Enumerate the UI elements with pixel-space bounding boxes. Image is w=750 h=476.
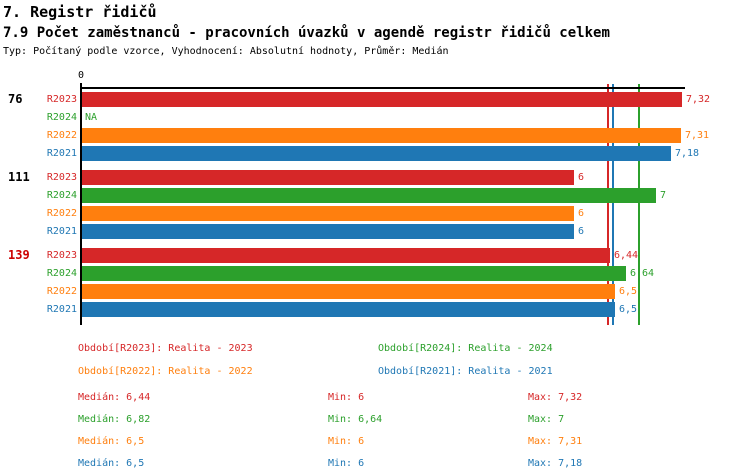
- stat-median-r2022: Medián: 6,5: [78, 436, 145, 447]
- stat-median-r2023: Medián: 6,44: [78, 392, 151, 403]
- value-label-r2024: 7: [660, 190, 667, 201]
- row-label-r2022: R2022: [46, 286, 77, 297]
- bar-r2022: [82, 206, 574, 221]
- value-label-r2021: 7,18: [675, 148, 700, 159]
- bar-r2023: [82, 92, 682, 107]
- stat-median-r2021: Medián: 6,5: [78, 458, 145, 469]
- bar-r2023: [82, 248, 610, 263]
- row-label-r2022: R2022: [46, 208, 77, 219]
- bar-r2021: [82, 224, 574, 239]
- y-axis-line: [80, 83, 82, 325]
- group-label-76: 76: [8, 92, 23, 106]
- row-label-r2022: R2022: [46, 130, 77, 141]
- bar-r2024: [82, 188, 656, 203]
- page-title: 7. Registr řidičů: [3, 3, 157, 21]
- value-label-r2023: 7,32: [686, 94, 711, 105]
- row-label-r2023: R2023: [46, 250, 77, 261]
- median-reference-line-r2021: [612, 84, 614, 325]
- bar-r2021: [82, 302, 615, 317]
- legend-item-r2022: Období[R2022]: Realita - 2022: [78, 366, 253, 377]
- stat-min-r2022: Min: 6: [328, 436, 365, 447]
- legend-item-r2021: Období[R2021]: Realita - 2021: [378, 366, 553, 377]
- row-label-r2021: R2021: [46, 304, 77, 315]
- legend-item-r2023: Období[R2023]: Realita - 2023: [78, 343, 253, 354]
- row-label-r2021: R2021: [46, 226, 77, 237]
- value-label-r2021: 6: [578, 226, 585, 237]
- median-reference-line-r2023: [607, 84, 609, 325]
- stat-max-r2022: Max: 7,31: [528, 436, 583, 447]
- row-label-r2023: R2023: [46, 172, 77, 183]
- x-axis-origin-tick-label: 0: [77, 70, 85, 81]
- stat-max-r2021: Max: 7,18: [528, 458, 583, 469]
- value-label-r2023: 6: [578, 172, 585, 183]
- value-label-r2024: NA: [85, 112, 98, 123]
- chart-subtitle: 7.9 Počet zaměstnanců - pracovních úvazk…: [3, 25, 610, 41]
- row-label-r2024: R2024: [46, 190, 77, 201]
- row-label-r2024: R2024: [46, 112, 77, 123]
- bar-r2023: [82, 170, 574, 185]
- stat-min-r2021: Min: 6: [328, 458, 365, 469]
- value-label-r2022: 6: [578, 208, 585, 219]
- bar-r2024: [82, 266, 626, 281]
- bar-chart: 0 76 R2023 7,32 R2024 NA R2022 7,31 R2021 7,18 111…: [0, 60, 750, 340]
- group-label-139: 139: [8, 248, 30, 262]
- value-label-r2022: 7,31: [685, 130, 710, 141]
- value-label-r2024: 6,64: [630, 268, 655, 279]
- row-label-r2024: R2024: [46, 268, 77, 279]
- value-label-r2023: 6,44: [614, 250, 639, 261]
- value-label-r2022: 6,5: [619, 286, 638, 297]
- bar-r2022: [82, 128, 681, 143]
- bar-r2022: [82, 284, 615, 299]
- row-label-r2023: R2023: [46, 94, 77, 105]
- stat-min-r2024: Min: 6,64: [328, 414, 383, 425]
- row-label-r2021: R2021: [46, 148, 77, 159]
- stat-min-r2023: Min: 6: [328, 392, 365, 403]
- chart-meta-line: Typ: Počítaný podle vzorce, Vyhodnocení:…: [3, 46, 449, 57]
- legend-item-r2024: Období[R2024]: Realita - 2024: [378, 343, 553, 354]
- group-label-111: 111: [8, 170, 30, 184]
- median-reference-line-r2024: [638, 84, 640, 325]
- value-label-r2021: 6,5: [619, 304, 638, 315]
- stat-max-r2023: Max: 7,32: [528, 392, 583, 403]
- bar-r2021: [82, 146, 671, 161]
- stat-max-r2024: Max: 7: [528, 414, 565, 425]
- stat-median-r2024: Medián: 6,82: [78, 414, 151, 425]
- x-axis-line: [80, 87, 685, 89]
